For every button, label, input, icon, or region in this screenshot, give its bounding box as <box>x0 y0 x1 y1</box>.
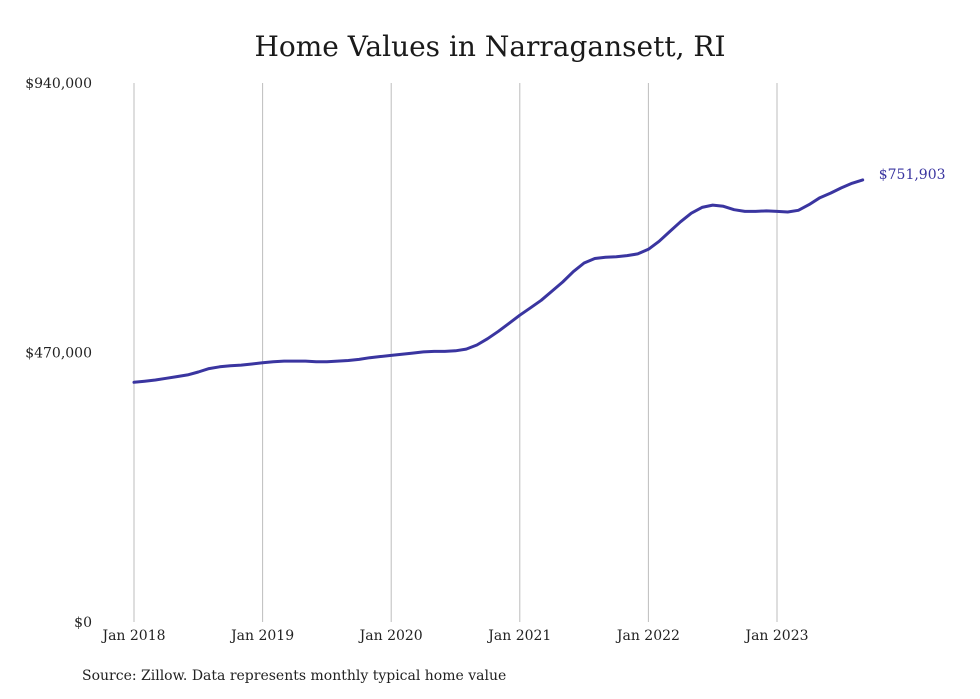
chart-title: Home Values in Narragansett, RI <box>254 30 726 63</box>
x-tick-label: Jan 2023 <box>743 628 808 644</box>
series-line <box>132 178 865 384</box>
x-tick-label: Jan 2020 <box>358 628 423 644</box>
y-tick-label: $940,000 <box>25 76 92 92</box>
source-note: Source: Zillow. Data represents monthly … <box>82 668 507 684</box>
x-tick-label: Jan 2019 <box>229 628 294 644</box>
x-tick-label: Jan 2022 <box>615 628 680 644</box>
x-tick-label: Jan 2018 <box>100 628 165 644</box>
y-tick-label: $470,000 <box>25 346 92 362</box>
y-tick-label: $0 <box>74 615 92 631</box>
end-value-label: $751,903 <box>879 167 946 183</box>
x-tick-label: Jan 2021 <box>486 628 551 644</box>
